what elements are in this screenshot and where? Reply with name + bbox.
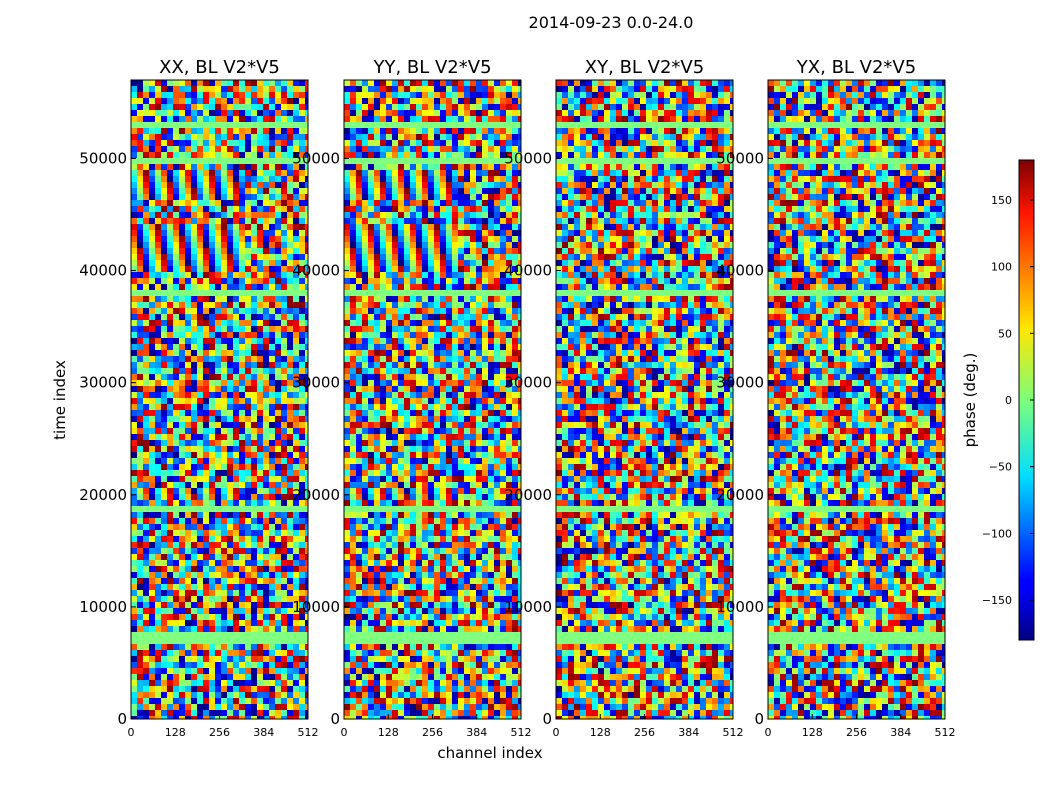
- colorbar-tick-label: −50: [989, 461, 1012, 474]
- colorbar: 150 100 50 0 −50 −100 −150 phase (deg.): [961, 159, 1035, 641]
- panel-3-ytick-label: 40000: [504, 262, 552, 280]
- panel-2-ytick-label: 0: [330, 710, 340, 728]
- panel-2: YY, BL V2*V5 0 10000 20000 30000 40000 50000 0 1…: [292, 57, 531, 739]
- panel-4-xtick-label: 384: [890, 726, 911, 739]
- panel-3-xtick-label: 256: [634, 726, 655, 739]
- panel-1-ytick-label: 10000: [79, 598, 127, 616]
- panel-2-title: YY, BL V2*V5: [372, 57, 491, 78]
- panel-3-ytick-label: 20000: [504, 486, 552, 504]
- panel-4-ytick-label: 0: [754, 710, 764, 728]
- panel-3-ytick-label: 10000: [504, 598, 552, 616]
- panel-3-title: XY, BL V2*V5: [585, 57, 704, 78]
- panel-3-xtick-label: 384: [678, 726, 699, 739]
- panel-4-xtick-label: 0: [765, 726, 772, 739]
- panel-1-xtick-label: 384: [253, 726, 274, 739]
- panel-2-xtick-label: 0: [341, 726, 348, 739]
- panel-2-ytick-label: 50000: [292, 149, 340, 167]
- panel-4-ytick-label: 30000: [716, 374, 764, 392]
- panel-2-ytick-label: 40000: [292, 262, 340, 280]
- panel-2-ytick-label: 10000: [292, 598, 340, 616]
- panel-4: YX, BL V2*V5 0 10000 20000 30000 40000 50000 0 1…: [716, 57, 955, 739]
- panel-3-ytick-label: 0: [542, 710, 552, 728]
- y-axis-label: time index: [51, 360, 69, 440]
- colorbar-tick-label: 100: [991, 261, 1012, 274]
- panel-3-xtick-label: 512: [723, 726, 744, 739]
- panel-2-ytick-label: 20000: [292, 486, 340, 504]
- panel-4-ytick-label: 40000: [716, 262, 764, 280]
- panel-2-xtick-label: 128: [378, 726, 399, 739]
- panel-4-heatmap: [768, 80, 945, 719]
- panel-1-xtick-label: 256: [209, 726, 230, 739]
- panel-2-xtick-label: 384: [466, 726, 487, 739]
- panel-1: XX, BL V2*V5 0 10000 20000 30000 40000 50000 0 1…: [79, 57, 318, 739]
- panel-1-ytick-label: 30000: [79, 374, 127, 392]
- x-axis-label: channel index: [437, 744, 542, 762]
- panel-2-xtick-label: 512: [511, 726, 532, 739]
- panel-4-xtick-label: 512: [935, 726, 956, 739]
- panel-4-ytick-label: 10000: [716, 598, 764, 616]
- panel-2-ytick-label: 30000: [292, 374, 340, 392]
- colorbar-label: phase (deg.): [961, 353, 979, 448]
- panel-1-xtick-label: 0: [128, 726, 135, 739]
- panel-1-ytick-label: 40000: [79, 262, 127, 280]
- colorbar-tick-label: 0: [1005, 394, 1012, 407]
- panel-2-xtick-label: 256: [422, 726, 443, 739]
- panel-3-heatmap: [556, 80, 733, 719]
- panel-3: XY, BL V2*V5 0 10000 20000 30000 40000 50000 0 1…: [504, 57, 743, 739]
- panel-3-xtick-label: 0: [553, 726, 560, 739]
- panel-2-heatmap: [344, 80, 521, 719]
- colorbar-tick-label: 150: [991, 194, 1012, 207]
- panel-4-ytick-label: 20000: [716, 486, 764, 504]
- panel-4-ytick-label: 50000: [716, 149, 764, 167]
- colorbar-tick-label: −100: [982, 527, 1012, 540]
- figure-suptitle: 2014-09-23 0.0-24.0: [529, 13, 694, 32]
- colorbar-tick-label: −150: [982, 594, 1012, 607]
- panel-1-title: XX, BL V2*V5: [159, 57, 280, 78]
- panel-1-xtick-label: 128: [165, 726, 186, 739]
- panel-4-xtick-label: 128: [802, 726, 823, 739]
- panel-3-ytick-label: 50000: [504, 149, 552, 167]
- panel-3-ytick-label: 30000: [504, 374, 552, 392]
- panel-1-ytick-label: 20000: [79, 486, 127, 504]
- panel-1-ytick-label: 50000: [79, 149, 127, 167]
- panel-4-title: YX, BL V2*V5: [796, 57, 916, 78]
- panel-1-ytick-label: 0: [117, 710, 127, 728]
- panel-3-xtick-label: 128: [590, 726, 611, 739]
- panel-4-xtick-label: 256: [846, 726, 867, 739]
- panel-1-xtick-label: 512: [298, 726, 319, 739]
- panel-1-heatmap: [131, 80, 308, 719]
- colorbar-tick-label: 50: [998, 327, 1012, 340]
